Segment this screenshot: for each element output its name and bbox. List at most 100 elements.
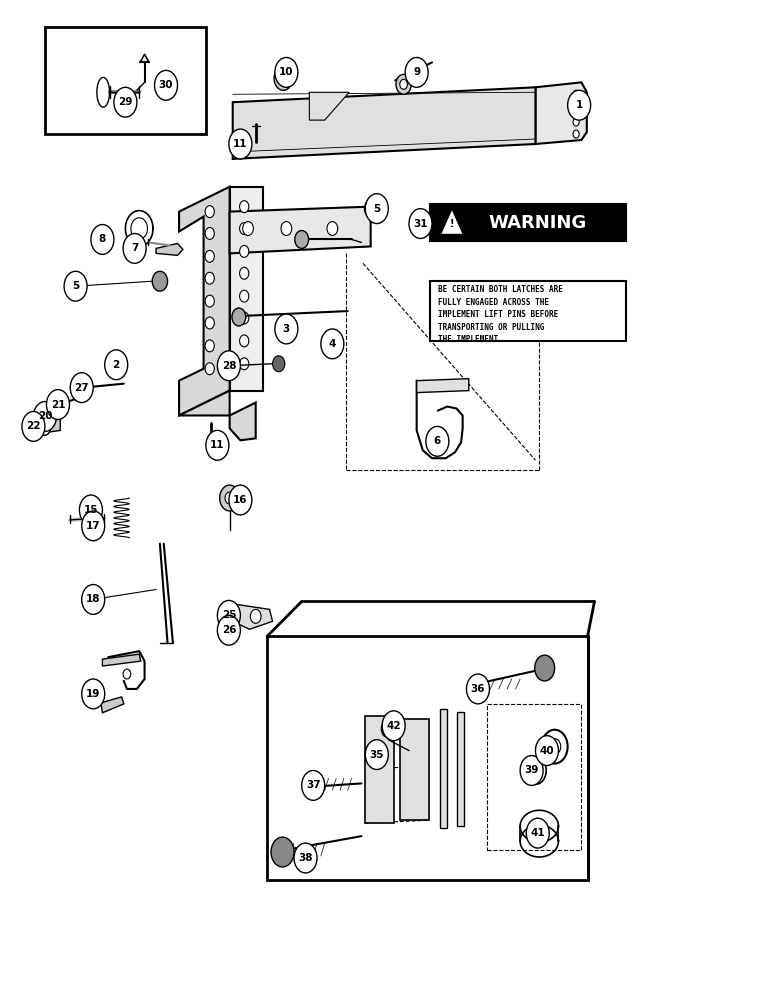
Polygon shape <box>103 654 141 666</box>
Polygon shape <box>33 418 60 434</box>
Text: 31: 31 <box>413 219 428 229</box>
Circle shape <box>535 655 554 681</box>
Circle shape <box>205 295 215 307</box>
Circle shape <box>218 615 240 645</box>
Bar <box>400 719 429 820</box>
Polygon shape <box>179 187 229 415</box>
Polygon shape <box>536 82 587 144</box>
Text: !: ! <box>449 219 454 229</box>
Circle shape <box>239 358 249 370</box>
Circle shape <box>567 90 591 120</box>
Bar <box>431 204 626 241</box>
Bar <box>364 716 394 823</box>
Text: 36: 36 <box>471 684 486 694</box>
Circle shape <box>435 436 444 448</box>
Circle shape <box>365 740 388 769</box>
Polygon shape <box>229 207 371 253</box>
Circle shape <box>205 272 215 284</box>
Circle shape <box>321 329 344 359</box>
Text: 27: 27 <box>74 383 89 393</box>
Text: 26: 26 <box>222 625 236 635</box>
Text: 4: 4 <box>329 339 336 349</box>
Polygon shape <box>417 379 469 393</box>
Circle shape <box>205 250 215 262</box>
Circle shape <box>536 736 558 766</box>
Bar <box>439 709 447 828</box>
Circle shape <box>548 739 560 755</box>
Text: BE CERTAIN BOTH LATCHES ARE
FULLY ENGAGED ACROSS THE
IMPLEMENT LIFT PINS BEFORE
: BE CERTAIN BOTH LATCHES ARE FULLY ENGAGE… <box>438 285 563 344</box>
Circle shape <box>281 222 292 235</box>
Text: 1: 1 <box>575 100 583 110</box>
Circle shape <box>396 74 411 94</box>
Text: 8: 8 <box>99 234 106 244</box>
Text: 20: 20 <box>38 411 52 421</box>
Polygon shape <box>229 187 263 391</box>
Circle shape <box>239 223 249 234</box>
Circle shape <box>225 492 234 504</box>
Circle shape <box>114 87 137 117</box>
Circle shape <box>154 70 178 100</box>
Circle shape <box>76 381 88 397</box>
Circle shape <box>273 356 285 372</box>
Circle shape <box>218 600 240 630</box>
Text: 21: 21 <box>51 400 65 410</box>
Circle shape <box>205 363 215 375</box>
Circle shape <box>302 770 325 800</box>
Text: 38: 38 <box>298 853 313 863</box>
Bar <box>431 281 626 341</box>
Circle shape <box>229 485 252 515</box>
Text: 3: 3 <box>283 324 290 334</box>
Polygon shape <box>236 604 273 629</box>
Text: 39: 39 <box>524 765 539 775</box>
Bar <box>45 27 206 134</box>
Circle shape <box>218 351 240 381</box>
Circle shape <box>41 422 47 430</box>
Circle shape <box>37 417 51 435</box>
Circle shape <box>527 818 549 848</box>
Circle shape <box>573 90 579 98</box>
Circle shape <box>206 430 229 460</box>
Circle shape <box>105 350 127 380</box>
Circle shape <box>405 57 428 87</box>
Circle shape <box>573 103 579 111</box>
Text: 41: 41 <box>530 828 545 838</box>
Circle shape <box>205 340 215 352</box>
Circle shape <box>426 426 449 456</box>
Circle shape <box>409 209 432 238</box>
Polygon shape <box>156 243 183 255</box>
Circle shape <box>530 764 541 777</box>
Circle shape <box>271 837 294 867</box>
Polygon shape <box>440 209 463 234</box>
Circle shape <box>274 66 293 90</box>
Circle shape <box>70 373 93 403</box>
Text: 25: 25 <box>222 610 236 620</box>
Circle shape <box>205 206 215 218</box>
Circle shape <box>123 233 146 263</box>
Circle shape <box>573 130 579 138</box>
Circle shape <box>232 308 245 326</box>
Text: 19: 19 <box>86 689 100 699</box>
Text: 16: 16 <box>233 495 248 505</box>
Text: 9: 9 <box>413 67 420 77</box>
Circle shape <box>229 129 252 159</box>
Circle shape <box>46 390 69 419</box>
Circle shape <box>239 290 249 302</box>
Circle shape <box>82 511 105 541</box>
Circle shape <box>33 402 56 431</box>
Circle shape <box>295 231 309 248</box>
Text: 6: 6 <box>434 436 441 446</box>
Polygon shape <box>232 87 536 159</box>
Circle shape <box>250 609 261 623</box>
Circle shape <box>573 118 579 126</box>
Text: 10: 10 <box>279 67 293 77</box>
Circle shape <box>400 79 408 89</box>
Polygon shape <box>101 697 124 713</box>
Circle shape <box>275 314 298 344</box>
Text: 42: 42 <box>386 721 401 731</box>
Text: 2: 2 <box>113 360 120 370</box>
Circle shape <box>82 679 105 709</box>
Circle shape <box>123 669 130 679</box>
Text: 28: 28 <box>222 361 236 371</box>
Text: 29: 29 <box>118 97 133 107</box>
Text: 37: 37 <box>306 780 320 790</box>
